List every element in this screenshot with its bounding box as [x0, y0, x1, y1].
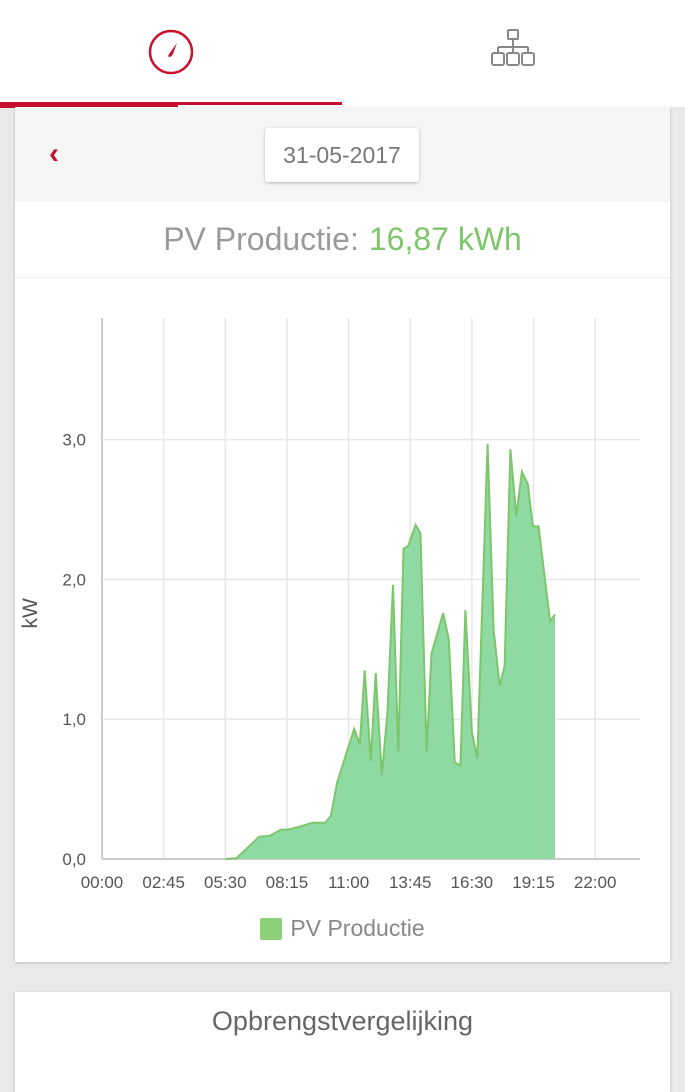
sitemap-icon — [489, 28, 537, 76]
summary-label: PV Productie: — [163, 221, 359, 258]
x-tick-label: 00:00 — [81, 873, 124, 892]
x-tick-label: 02:45 — [142, 873, 185, 892]
chevron-left-icon[interactable]: ‹ — [49, 137, 59, 171]
x-tick-label: 22:00 — [574, 873, 617, 892]
y-axis-label: kW — [19, 598, 42, 629]
x-tick-label: 08:15 — [266, 873, 309, 892]
legend-label: PV Productie — [290, 915, 424, 942]
y-tick-label: 2,0 — [62, 570, 86, 589]
production-card: ‹ 31-05-2017 PV Productie: 16,87 kWh 00:… — [15, 107, 670, 962]
legend-swatch — [260, 918, 282, 940]
x-tick-label: 16:30 — [451, 873, 494, 892]
production-summary: PV Productie: 16,87 kWh — [15, 202, 670, 278]
comparison-title: Opbrengstvergelijking — [15, 1006, 670, 1037]
pv-chart: 00:00 02:45 05:30 08:15 11:00 13:45 16:30 19:15… — [15, 279, 670, 899]
x-tick-label: 11:00 — [328, 873, 369, 892]
chart-legend[interactable]: PV Productie — [15, 915, 670, 942]
x-tick-label: 19:15 — [512, 873, 555, 892]
comparison-card: Opbrengstvergelijking — [15, 992, 670, 1092]
date-navigation: ‹ 31-05-2017 — [15, 107, 670, 202]
tab-structure[interactable] — [342, 0, 684, 103]
tab-bar — [0, 0, 685, 107]
x-tick-label: 13:45 — [389, 873, 432, 892]
y-tick-label: 0,0 — [62, 850, 86, 869]
x-tick-label: 05:30 — [204, 873, 247, 892]
tab-dashboard[interactable] — [0, 0, 342, 103]
summary-value: 16,87 kWh — [369, 221, 522, 258]
y-tick-label: 1,0 — [62, 710, 86, 729]
date-picker-button[interactable]: 31-05-2017 — [265, 128, 419, 182]
gauge-icon — [147, 28, 195, 76]
y-tick-label: 3,0 — [62, 431, 86, 450]
